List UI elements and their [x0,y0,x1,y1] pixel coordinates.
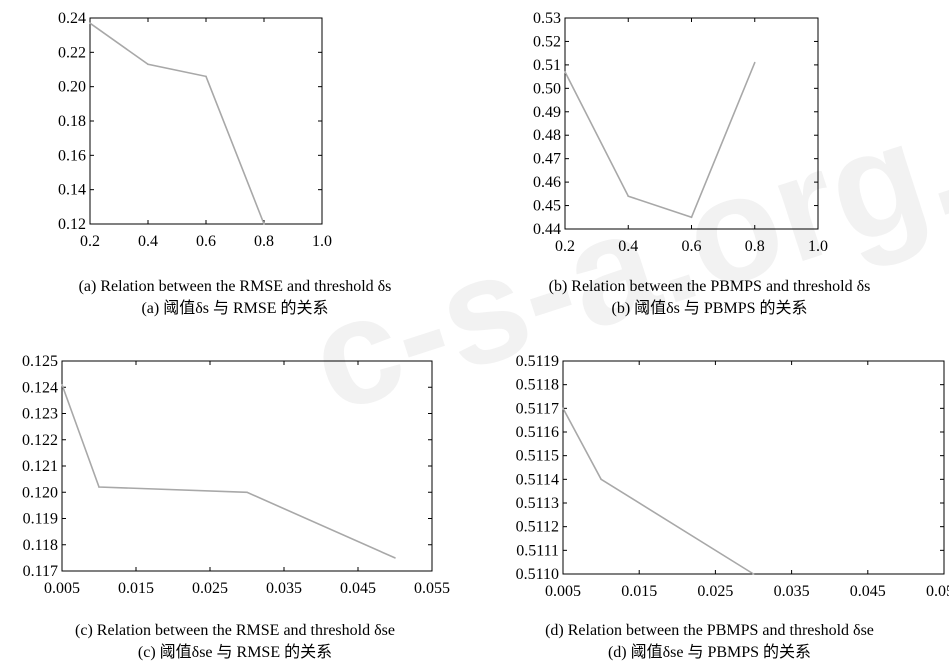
chart-d-xtick-label: 0.025 [697,583,733,600]
chart-b-point [690,216,693,219]
chart-c-ytick-label: 0.122 [22,432,58,449]
chart-d-xtick-label: 0.005 [545,583,581,600]
chart-b-ytick-label: 0.50 [533,80,561,97]
caption-c-en: (c) Relation between the RMSE and thresh… [75,622,395,639]
chart-b-point [564,71,566,73]
chart-c-ytick-label: 0.118 [23,537,58,554]
chart-a-xtick-label: 1.0 [312,233,332,250]
chart-c-xtick-label: 0.035 [266,580,302,597]
chart-b: 0.44 0.45 0.46 0.47 0.48 0.49 0.50 0.51 0.52 0.53… [533,10,828,255]
chart-d-ytick-label: 0.5118 [516,377,559,394]
chart-c-ytick-label: 0.120 [22,484,58,501]
chart-d-ytick-label: 0.5112 [516,519,559,536]
chart-c-xtick-label: 0.025 [192,580,228,597]
chart-c-ytick-label: 0.119 [23,511,58,528]
caption-b-cn: (b) 阈值δs 与 PBMPS 的关系 [611,300,808,317]
chart-c-point [98,486,100,488]
caption-d-en: (d) Relation between the PBMPS and thres… [545,622,874,639]
chart-b-xtick-label: 0.6 [682,238,702,255]
chart-b-ytick-label: 0.44 [533,221,561,238]
chart-c-ytick-label: 0.123 [22,406,58,423]
chart-b-point [627,195,630,197]
caption-d: (d) Relation between the PBMPS and thres… [470,620,949,664]
chart-c-frame [61,360,433,572]
chart-d-ytick-label: 0.5110 [516,566,559,583]
chart-d-point [562,407,564,410]
chart-b-ytick-label: 0.47 [533,151,561,168]
chart-d-xtick-label: 0.015 [621,583,657,600]
chart-b-ytick-label: 0.49 [533,104,561,121]
chart-c-xtick-label: 0.045 [340,580,376,597]
chart-d-ytick-label: 0.5114 [516,471,559,488]
caption-a-cn: (a) 阈值δs 与 RMSE 的关系 [141,300,329,317]
chart-d-point [600,478,602,481]
chart-a-ytick-label: 0.24 [58,10,86,27]
chart-b-point [753,61,756,64]
chart-d-ytick-label: 0.5117 [516,400,559,417]
chart-b-frame [564,17,819,230]
chart-d-xtick-label: 0.045 [850,583,886,600]
chart-c-point [394,557,396,559]
chart-a-point [147,63,149,66]
caption-b: (b) Relation between the PBMPS and thres… [470,276,949,320]
chart-c-xtick-label: 0.015 [118,580,154,597]
caption-d-cn: (d) 阈值δse 与 PBMPS 的关系 [607,644,812,661]
chart-b-series-line [564,62,756,219]
chart-d-ytick-label: 0.5111 [516,542,559,559]
caption-a-en: (a) Relation between the RMSE and thresh… [78,278,392,295]
chart-a-xtick-label: 0.6 [196,233,216,250]
chart-a-xtick-label: 0.8 [254,233,274,250]
chart-d: 0.5110 0.5111 0.5112 0.5113 0.5114 0.5115 0.51… [516,353,949,600]
chart-a-ytick-label: 0.22 [58,44,86,61]
chart-d-xtick-label: 0.055 [926,583,949,600]
chart-b-ytick-label: 0.51 [533,57,561,74]
chart-a-xtick-label: 0.2 [80,233,100,250]
chart-b-ytick-label: 0.48 [533,127,561,144]
chart-d-ytick-label: 0.5119 [516,353,559,370]
chart-d-xtick-label: 0.035 [774,583,810,600]
chart-a-ytick-label: 0.20 [58,79,86,96]
chart-a-xtick-label: 0.4 [138,233,158,250]
chart-d-ytick-label: 0.5113 [516,495,559,512]
caption-b-en: (b) Relation between the PBMPS and thres… [548,278,871,295]
caption-c: (c) Relation between the RMSE and thresh… [0,620,470,664]
chart-c-ytick-label: 0.117 [23,563,58,580]
chart-c-ytick-label: 0.124 [22,379,58,396]
chart-a-ytick-label: 0.14 [58,182,86,199]
chart-c: 0.117 0.118 0.119 0.120 0.121 0.122 0.123 0.124… [22,353,450,597]
chart-a: 0.12 0.14 0.16 0.18 0.20 0.22 0.24 0.2 0.4 0.6 0.8… [58,10,332,250]
chart-b-xtick-label: 1.0 [808,238,828,255]
chart-d-ytick-label: 0.5116 [516,424,559,441]
chart-d-ytick-label: 0.5115 [516,448,559,465]
chart-a-ytick-label: 0.12 [58,216,86,233]
chart-a-point [205,75,207,78]
chart-a-frame [89,17,323,225]
chart-b-ytick-label: 0.52 [533,33,561,50]
chart-b-xtick-label: 0.4 [618,238,638,255]
chart-a-series-line [89,22,265,225]
caption-a: (a) Relation between the RMSE and thresh… [0,276,470,320]
chart-d-series-line [562,407,754,575]
chart-d-point [752,573,755,575]
chart-a-point [89,22,91,24]
chart-d-frame [562,360,945,575]
chart-c-point [246,491,248,494]
chart-b-ytick-label: 0.46 [533,174,561,191]
chart-b-ytick-label: 0.45 [533,198,561,215]
chart-a-ytick-label: 0.16 [58,147,86,164]
chart-b-xtick-label: 0.8 [745,238,765,255]
chart-a-ytick-label: 0.18 [58,113,86,130]
chart-c-xtick-label: 0.005 [44,580,80,597]
chart-c-ytick-label: 0.121 [22,458,58,475]
chart-c-point [61,383,63,386]
chart-b-xtick-label: 0.2 [555,238,575,255]
chart-a-point [263,223,265,225]
caption-c-cn: (c) 阈值δse 与 RMSE 的关系 [137,644,333,661]
chart-c-xtick-label: 0.055 [414,580,450,597]
chart-c-series-line [61,384,396,559]
chart-b-ytick-label: 0.53 [533,10,561,27]
chart-c-ytick-label: 0.125 [22,353,58,370]
